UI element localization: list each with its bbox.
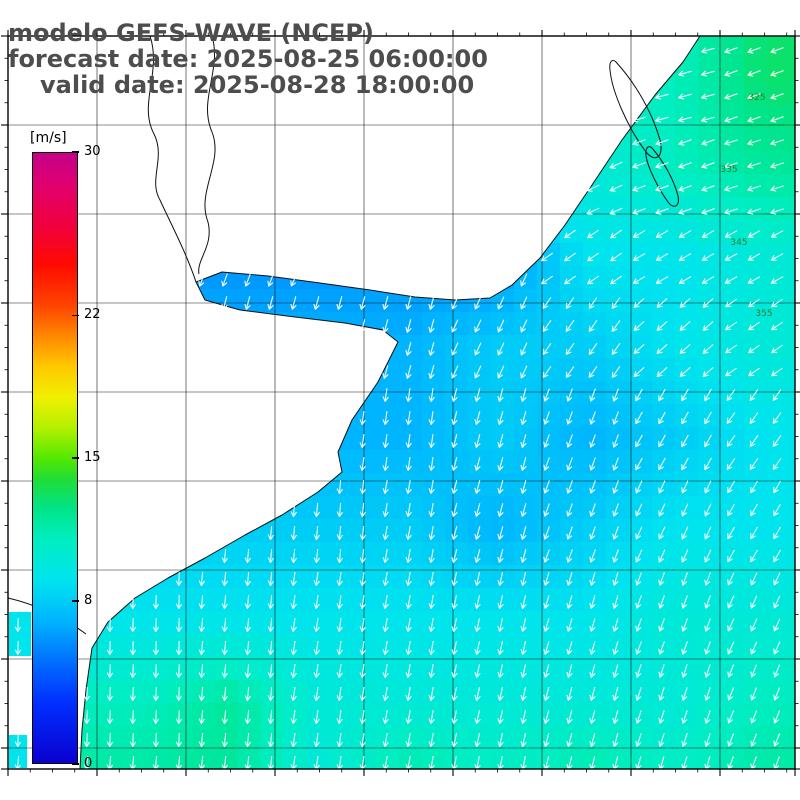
colorbar-gradient bbox=[32, 152, 78, 764]
contour-labels: 325 335 345 355 bbox=[720, 93, 772, 319]
colorbar-tick-label: 30 bbox=[84, 144, 101, 159]
colorbar-units-label: [m/s] bbox=[30, 130, 67, 146]
gulf-water-patch bbox=[9, 735, 27, 768]
colorbar-tickmark bbox=[72, 763, 79, 765]
colorbar-legend: [m/s] 30 22 15 8 0 bbox=[28, 130, 148, 790]
colorbar-tickmark bbox=[72, 314, 79, 316]
map-frame bbox=[1, 30, 800, 776]
contour-label: 335 bbox=[720, 165, 737, 175]
river-line bbox=[147, 35, 197, 283]
gulf-water-patch bbox=[9, 612, 31, 656]
main-coastline bbox=[79, 35, 701, 770]
colorbar-tick-label: 15 bbox=[84, 450, 101, 465]
colorbar-tickmark bbox=[72, 457, 79, 459]
colorbar-tickmark bbox=[72, 151, 79, 153]
valid-date-label: valid date: 2025-08-28 18:00:00 bbox=[40, 71, 475, 99]
colorbar-tickmark bbox=[72, 600, 79, 602]
colorbar-tick-label: 8 bbox=[84, 592, 93, 608]
coastline bbox=[7, 35, 701, 770]
colorbar-tick-label: 22 bbox=[84, 307, 101, 323]
colorbar-tick-label: 0 bbox=[84, 756, 93, 771]
forecast-date-label: forecast date: 2025-08-25 06:00:00 bbox=[8, 45, 488, 73]
contour-label: 345 bbox=[730, 238, 747, 248]
contour-label: 325 bbox=[748, 93, 765, 103]
river-line bbox=[198, 35, 216, 275]
title-block: modelo GEFS-WAVE (NCEP) forecast date: 2… bbox=[8, 20, 488, 98]
direction-arrows bbox=[14, 47, 784, 771]
lagoon-outline bbox=[645, 146, 679, 207]
model-title: modelo GEFS-WAVE (NCEP) bbox=[8, 19, 374, 47]
contour-label: 355 bbox=[755, 309, 772, 319]
